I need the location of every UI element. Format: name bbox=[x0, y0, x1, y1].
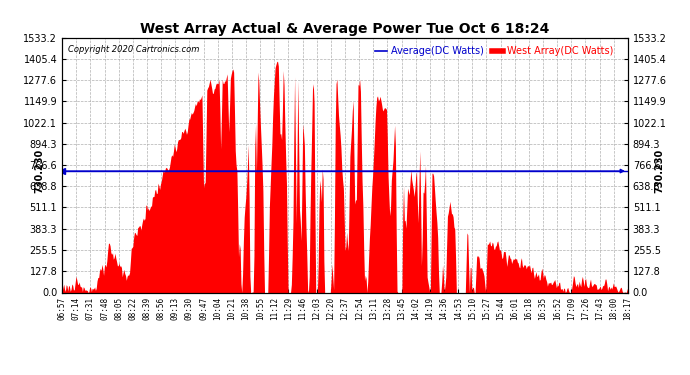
Text: 730.230: 730.230 bbox=[654, 149, 664, 193]
Title: West Array Actual & Average Power Tue Oct 6 18:24: West Array Actual & Average Power Tue Oc… bbox=[140, 22, 550, 36]
Text: 730.230: 730.230 bbox=[34, 149, 44, 193]
Text: Copyright 2020 Cartronics.com: Copyright 2020 Cartronics.com bbox=[68, 45, 199, 54]
Legend: Average(DC Watts), West Array(DC Watts): Average(DC Watts), West Array(DC Watts) bbox=[371, 42, 618, 60]
